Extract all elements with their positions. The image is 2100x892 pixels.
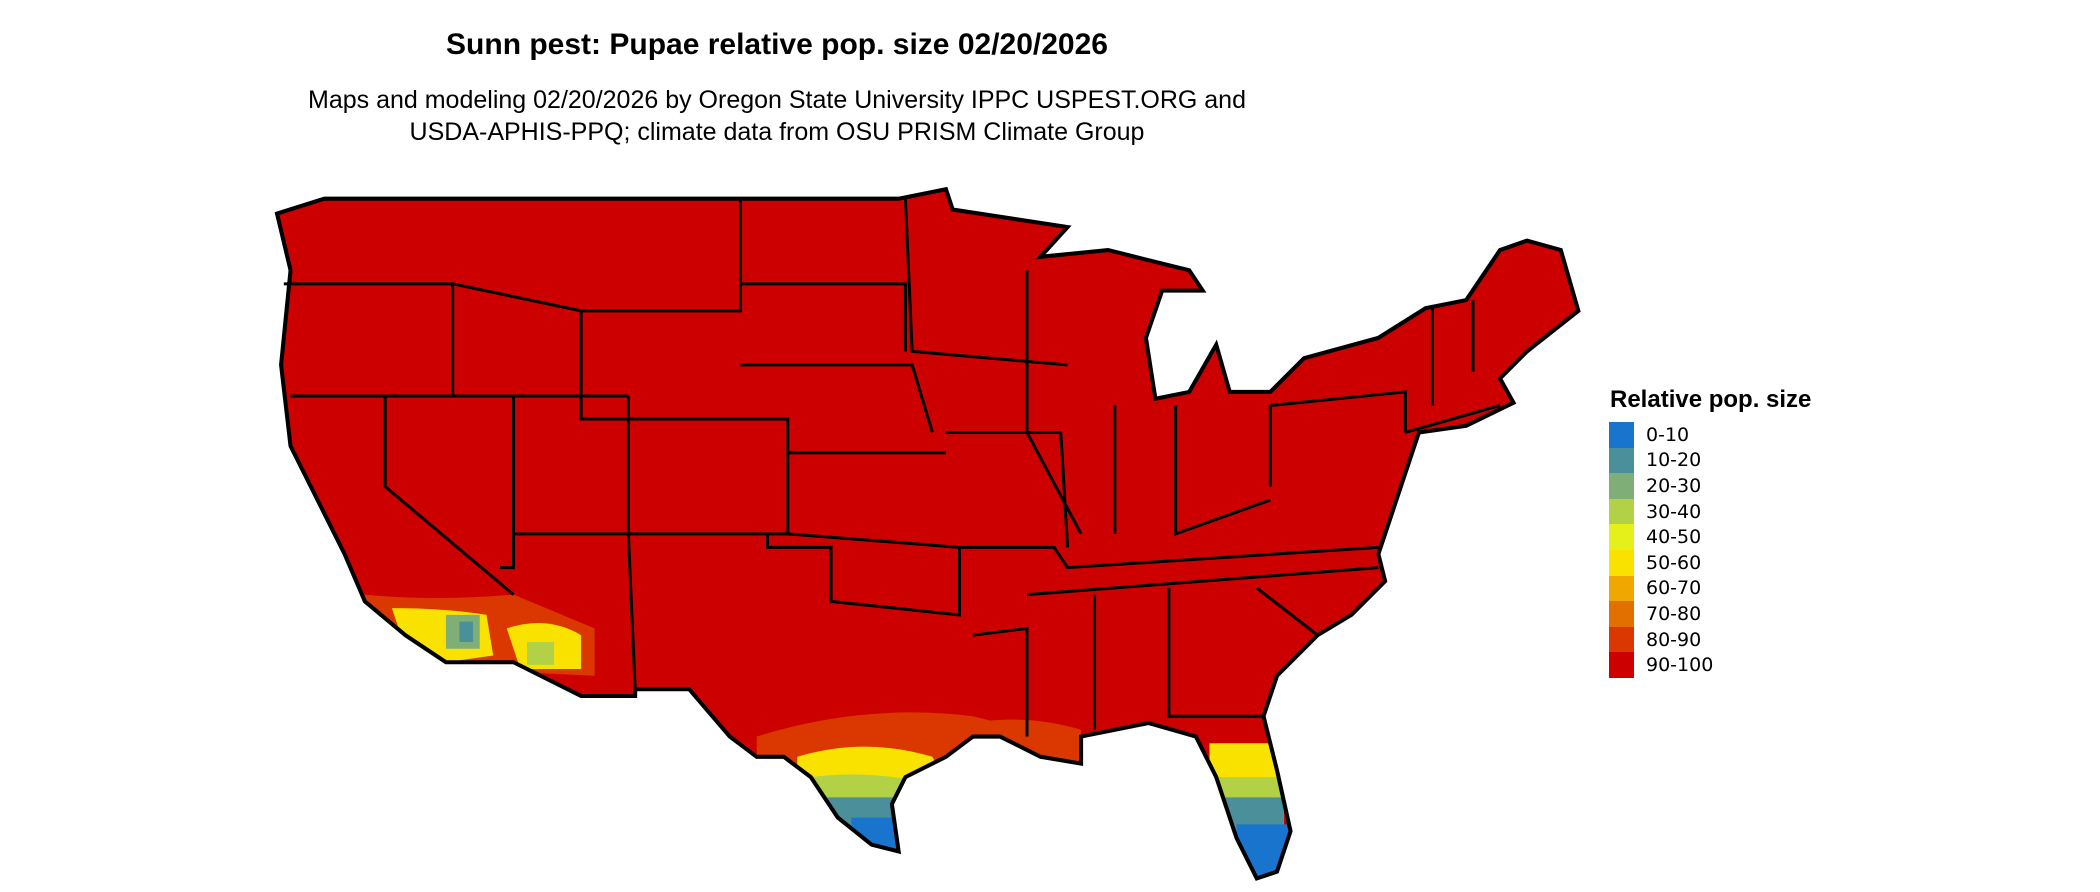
legend-label: 50-60 [1646, 551, 1702, 574]
subtitle-line-2: USDA-APHIS-PPQ; climate data from OSU PR… [409, 118, 1145, 146]
legend-item: 50-60 [1609, 549, 1811, 576]
map-title: Sunn pest: Pupae relative pop. size 02/2… [446, 28, 1108, 61]
legend-label: 80-90 [1646, 628, 1702, 651]
legend-item: 10-20 [1609, 447, 1811, 474]
legend-swatch [1609, 422, 1634, 448]
legend-swatch [1609, 601, 1634, 627]
legend-item: 60-70 [1609, 575, 1811, 602]
subtitle-line-1: Maps and modeling 02/20/2026 by Oregon S… [308, 86, 1246, 114]
map-subtitle: Maps and modeling 02/20/2026 by Oregon S… [0, 84, 1554, 148]
population-raster [277, 189, 1579, 879]
legend-label: 70-80 [1646, 602, 1702, 625]
legend-label: 20-30 [1646, 474, 1702, 497]
legend-item: 20-30 [1609, 473, 1811, 499]
legend-swatch [1609, 447, 1634, 474]
legend-item: 30-40 [1609, 498, 1811, 525]
legend-item: 70-80 [1609, 601, 1811, 627]
legend-label: 30-40 [1646, 500, 1702, 523]
legend-swatch [1609, 575, 1634, 602]
legend-item: 0-10 [1609, 422, 1811, 448]
legend-swatch [1609, 549, 1634, 576]
legend-swatch [1609, 473, 1634, 499]
legend-label: 60-70 [1646, 577, 1702, 600]
legend-swatch [1609, 626, 1634, 653]
legend: Relative pop. size 0-10 10-20 20-30 30-40 40… [1609, 386, 1811, 678]
legend-label: 90-100 [1646, 654, 1714, 677]
legend-label: 0-10 [1646, 423, 1690, 446]
legend-title: Relative pop. size [1610, 386, 1812, 413]
legend-swatch [1609, 498, 1634, 525]
legend-item: 90-100 [1609, 652, 1811, 678]
legend-label: 10-20 [1646, 449, 1702, 472]
legend-item: 40-50 [1609, 524, 1811, 550]
legend-label: 40-50 [1646, 526, 1702, 549]
legend-swatch [1609, 524, 1634, 550]
legend-item: 80-90 [1609, 626, 1811, 653]
legend-swatch [1609, 652, 1634, 678]
state-borders [277, 189, 1578, 878]
